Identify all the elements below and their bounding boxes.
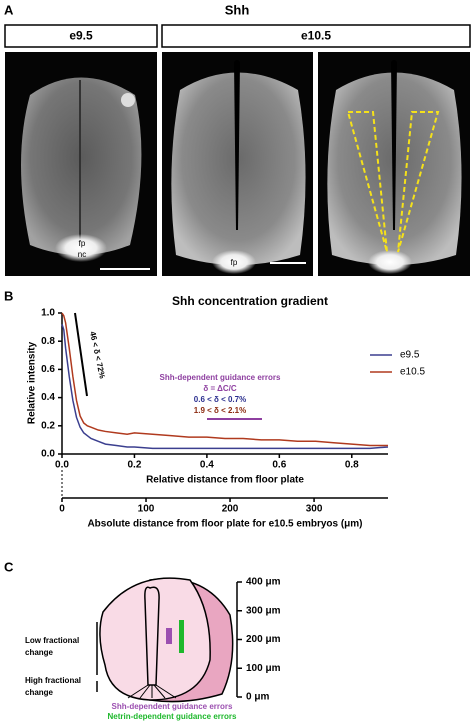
tissue-label: fp xyxy=(231,258,238,267)
x2-axis-label: Absolute distance from floor plate for e… xyxy=(87,519,362,530)
x-tick-label: 0.4 xyxy=(200,460,214,471)
series-line xyxy=(61,312,388,447)
spinal-cord-diagram xyxy=(96,577,238,703)
stage-label: e9.5 xyxy=(69,29,93,43)
series-line xyxy=(61,324,389,450)
panel-letter: B xyxy=(4,288,13,303)
legend-label: Shh-dependent guidance errors xyxy=(112,702,233,711)
micrograph xyxy=(318,52,470,276)
y-tick-label: 0.0 xyxy=(41,449,55,460)
y-axis-label: Relative intensity xyxy=(27,341,38,424)
x-tick-label: 0.0 xyxy=(55,460,69,471)
panel-title: Shh xyxy=(225,2,250,17)
legend-label: Netrin-dependent guidance errors xyxy=(108,712,237,721)
annotation: 1.9 < δ < 2.1% xyxy=(194,406,246,415)
legend-label: e10.5 xyxy=(400,367,425,378)
scale-label: 200 μm xyxy=(246,634,281,645)
stage-box xyxy=(161,24,471,48)
annotation: Shh-dependent guidance errors xyxy=(160,373,281,382)
x-axis-label: Relative distance from floor plate xyxy=(146,475,304,486)
y-tick-label: 0.8 xyxy=(41,336,55,347)
x2-tick-label: 300 xyxy=(306,504,323,515)
legend-label: e9.5 xyxy=(400,350,420,361)
scale-label: 100 μm xyxy=(246,663,281,674)
region-label: change xyxy=(25,688,54,697)
annotation: δ = ΔC/C xyxy=(203,384,236,393)
slope-line xyxy=(74,312,88,397)
y-tick-label: 0.4 xyxy=(41,392,55,403)
stage-box xyxy=(4,24,158,48)
x-tick-label: 0.8 xyxy=(345,460,359,471)
x-tick-label: 0.6 xyxy=(272,460,286,471)
x2-tick-label: 100 xyxy=(138,504,155,515)
scale-label: 400 μm xyxy=(246,577,281,588)
y-tick-label: 0.6 xyxy=(41,364,55,375)
scale-label: 0 μm xyxy=(246,692,269,703)
y-tick-label: 1.0 xyxy=(41,308,55,319)
x2-tick-label: 200 xyxy=(222,504,239,515)
region-label: Low fractional xyxy=(25,636,79,645)
tissue-label: nc xyxy=(78,250,86,259)
region-label: change xyxy=(25,648,54,657)
annotation: 46 < δ < 72% xyxy=(88,331,107,380)
stage-label: e10.5 xyxy=(301,29,331,43)
scale-label: 300 μm xyxy=(246,605,281,616)
y-tick-label: 0.2 xyxy=(41,420,55,431)
annotation: 0.6 < δ < 0.7% xyxy=(194,395,246,404)
micrograph: fp nc xyxy=(5,52,157,276)
region-label: High fractional xyxy=(25,676,81,685)
x-tick-label: 0.2 xyxy=(127,460,141,471)
panel-letter: C xyxy=(4,559,14,574)
x2-tick-label: 0 xyxy=(59,504,65,515)
tissue-label: fp xyxy=(79,239,86,248)
chart-title: Shh concentration gradient xyxy=(172,294,328,308)
micrograph: fp xyxy=(162,52,313,276)
panel-letter: A xyxy=(4,2,14,17)
